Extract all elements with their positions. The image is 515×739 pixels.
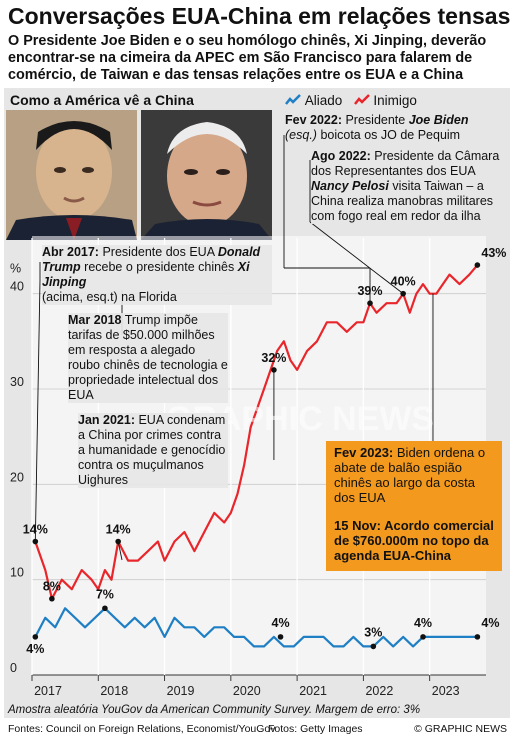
y-tick-label: 40 [10,280,24,294]
x-tick-label: 2018 [100,684,128,698]
annotation-text: Presidente da Câmara dos Representantes … [311,149,500,178]
annotation-date: Fev 2022: [285,113,342,127]
x-tick-label: 2020 [233,684,261,698]
page-title: Conversações EUA-China em relações tensa… [8,3,511,29]
data-point-marker [49,595,55,602]
data-point-marker [420,634,426,640]
data-label: 32% [261,351,286,365]
annotation-date: Abr 2017: [42,245,99,259]
annotation-date: Fev 2023: [334,445,394,460]
highlight-box [326,441,502,571]
data-point-marker [102,605,108,612]
annotation-jan-2021: Jan 2021: EUA condenam a China por crime… [78,413,228,488]
annotation-mar-2018: Mar 2018 Trump impõe tarifas de $50.000 … [68,313,228,403]
annotation-text: (esq.) [285,128,317,142]
y-tick-label: 10 [10,566,24,580]
legend: Aliado Inimigo [285,92,417,108]
subtitle-line: O Presidente Joe Biden e o seu homólogo … [8,33,487,49]
annotation-text: Trump impõe tarifas de $50.000 milhões e… [68,313,228,402]
annotation-feb-2023: Fev 2023: Biden ordena o abate de balão … [334,445,498,505]
data-label: 7% [96,587,114,601]
annotation-text: Presidente [345,113,406,127]
y-axis-unit: % [10,262,21,276]
data-point-marker [32,634,39,640]
x-tick-label: 2017 [34,684,62,698]
annotation-name: Donald Trump [42,245,261,274]
ally-swatch-icon [285,94,301,106]
panel-title: Como a América vê a China [10,92,194,108]
annotation-text: Biden ordena o abate de balão espião chi… [334,445,486,505]
footnote: Amostra aleatória YouGov da American Com… [8,704,421,716]
annotation-date: Ago 2022: [311,149,371,163]
footer: Fontes: Council on Foreign Relations, Ec… [0,720,515,739]
legend-enemy-label: Inimigo [373,92,417,108]
series-line-enemy [34,264,479,600]
x-tick-label: 2022 [365,684,393,698]
data-point-marker [370,643,377,650]
annotation-date: Mar 2018 [68,313,122,327]
annotation-name: Xi Jinping [42,260,250,289]
data-label: 4% [272,616,290,630]
y-tick-label: 30 [10,375,24,389]
annotation-name: Nancy Pelosi [311,179,389,193]
annotation-text: EUA condenam a China por crimes contra a… [78,413,226,487]
x-tick-label: 2019 [167,684,195,698]
annotation-leader-line [117,541,123,561]
annotation-date: Jan 2021: [78,413,135,427]
annotation-text: Presidente dos EUA [102,245,215,259]
data-label: 14% [106,523,131,537]
enemy-swatch-icon [353,94,370,106]
joe-biden-photo [141,110,272,240]
annotation-text: 15 Nov: Acordo comercial de $760.000m no… [334,518,494,563]
data-label: 43% [481,246,506,260]
data-label: 4% [414,616,432,630]
data-label: 8% [43,580,61,594]
annotation-text: visita Taiwan – a China realiza manobras… [311,179,494,223]
x-tick-label: 2021 [299,684,327,698]
annotation-leader-line [309,221,404,295]
data-label: 3% [364,625,382,639]
annotation-apr-2017: Abr 2017: Presidente dos EUA Donald Trum… [42,245,272,305]
annotation-feb-2022: Fev 2022: Presidente Joe Biden (esq.) bo… [285,113,507,143]
y-tick-label: 20 [10,470,24,484]
data-label: 4% [26,642,44,656]
annotation-text: (acima, esq.t) na Florida [42,290,177,304]
subtitle-line: encontrar-se na cimeira da APEC em São F… [8,50,473,66]
legend-ally-label: Aliado [304,92,343,108]
data-point-marker [474,262,481,268]
annotation-nov-2023: 15 Nov: Acordo comercial de $760.000m no… [334,518,500,563]
subtitle-line: comércio, de Taiwan e das tensas relaçõe… [8,67,464,83]
data-point-marker [277,634,284,640]
annotation-text: boicota os JO de Pequim [320,128,461,142]
data-label: 4% [481,616,499,630]
page-subtitle: O Presidente Joe Biden e o seu homólogo … [8,33,508,84]
series-line-ally [34,607,478,648]
annotation-aug-2022: Ago 2022: Presidente da Câmara dos Repre… [311,149,507,224]
annotation-text: recebe o presidente chinês [84,260,235,274]
xi-jinping-photo [6,110,137,240]
data-point-marker [474,634,481,640]
annotation-leader-line [34,279,41,542]
copyright: © GRAPHIC NEWS [414,723,507,735]
sources: Fontes: Council on Foreign Relations, Ec… [8,723,276,735]
x-tick-label: 2023 [432,684,460,698]
annotation-name: Joe Biden [408,113,469,127]
y-tick-label: 0 [10,661,17,675]
photo-credit: Fotos: Getty Images [268,723,363,735]
data-label: 40% [391,275,416,289]
